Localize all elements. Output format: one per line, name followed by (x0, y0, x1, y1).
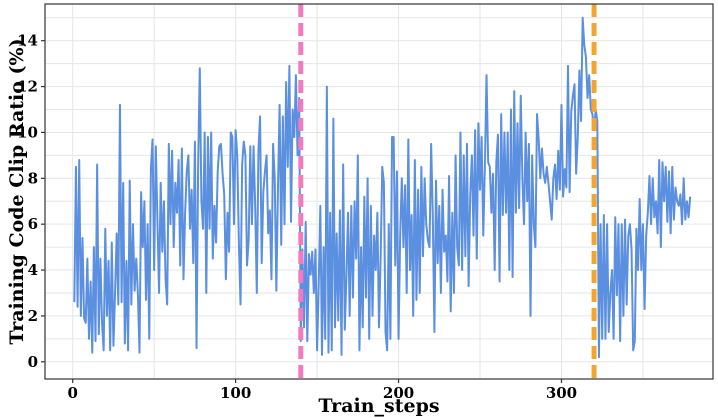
y-tick-label: 4 (28, 261, 38, 279)
y-tick-label: 14 (17, 32, 38, 50)
y-axis-title: Training Code Clip Ratio (%) (6, 38, 28, 344)
x-tick-label: 300 (546, 384, 577, 402)
x-tick-label: 100 (220, 384, 251, 402)
plot-frame (44, 3, 714, 380)
reference-lines (298, 4, 597, 379)
x-axis-title: Train_steps (318, 395, 439, 417)
x-tick-label: 0 (67, 384, 77, 402)
y-axis-ticks: 0 2 4 6 8 10 12 14 (17, 32, 45, 371)
y-tick-label: 8 (28, 169, 38, 187)
y-tick-label: 6 (28, 215, 38, 233)
y-tick-label: 10 (17, 123, 38, 141)
x-tick-label: 200 (383, 384, 414, 402)
series-line-0 (73, 16, 692, 359)
x-axis-ticks: 0 100 200 300 (67, 379, 577, 402)
y-tick-label: 2 (28, 307, 38, 325)
series-layer (73, 16, 692, 359)
y-tick-label: 12 (17, 78, 38, 96)
y-tick-label: 0 (28, 353, 38, 371)
